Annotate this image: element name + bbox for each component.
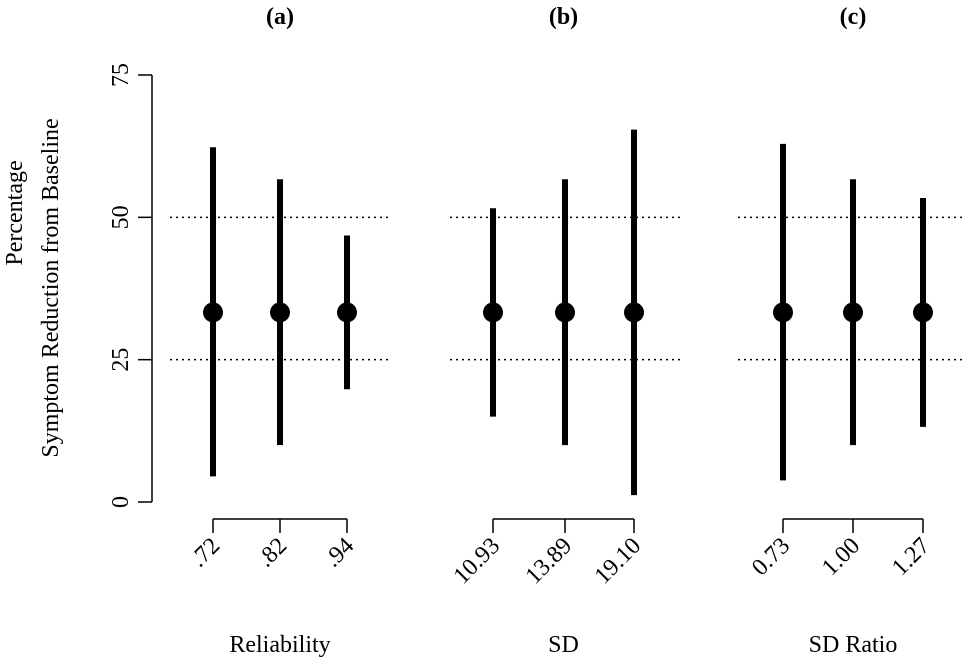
point-estimate (624, 302, 644, 323)
point-estimate (337, 302, 357, 323)
y-axis-title-line-2: Symptom Reduction from Baseline (38, 118, 64, 457)
panel-1: (b) 10.93 13.89 19.10 SD (449, 4, 680, 658)
x-tick-label: 1.00 (817, 533, 865, 581)
y-tick-label: 0 (108, 496, 134, 508)
panel-0: (a) .72 .82 .94 Reliability (170, 4, 392, 658)
panel-title: (b) (549, 4, 578, 30)
y-tick-label: 75 (108, 63, 134, 87)
x-tick-label: 1.27 (887, 533, 935, 581)
point-estimate (913, 302, 933, 323)
x-tick-label: .72 (186, 533, 226, 573)
point-estimate (483, 302, 503, 323)
y-axis: 0 25 50 75 (108, 63, 153, 508)
point-estimate (203, 302, 223, 323)
point-estimate (555, 302, 575, 323)
x-tick-label: 13.89 (521, 533, 578, 590)
x-axis-title: Reliability (229, 632, 330, 658)
y-axis-title: Percentage Symptom Reduction from Baseli… (2, 118, 64, 457)
x-tick-label: 10.93 (449, 533, 506, 590)
panel-2: (c) 0.73 1.00 1.27 SD Ratio (738, 4, 966, 658)
y-tick-label: 50 (108, 205, 134, 229)
y-tick-label: 25 (108, 348, 134, 372)
point-estimate (270, 302, 290, 323)
x-tick-label: .82 (253, 533, 293, 573)
panels: (a) .72 .82 .94 Reliability (b) 10.93 13.89 19.1… (170, 4, 966, 658)
x-tick-label: 19.10 (590, 533, 647, 590)
x-axis-title: SD (548, 632, 579, 658)
x-tick-label: 0.73 (747, 533, 795, 581)
panel-title: (c) (840, 4, 867, 30)
point-estimate (843, 302, 863, 323)
panel-title: (a) (266, 4, 294, 30)
x-tick-label: .94 (320, 533, 360, 573)
point-estimate (773, 302, 793, 323)
y-axis-title-line-1: Percentage (2, 160, 28, 265)
x-axis-title: SD Ratio (809, 632, 898, 658)
